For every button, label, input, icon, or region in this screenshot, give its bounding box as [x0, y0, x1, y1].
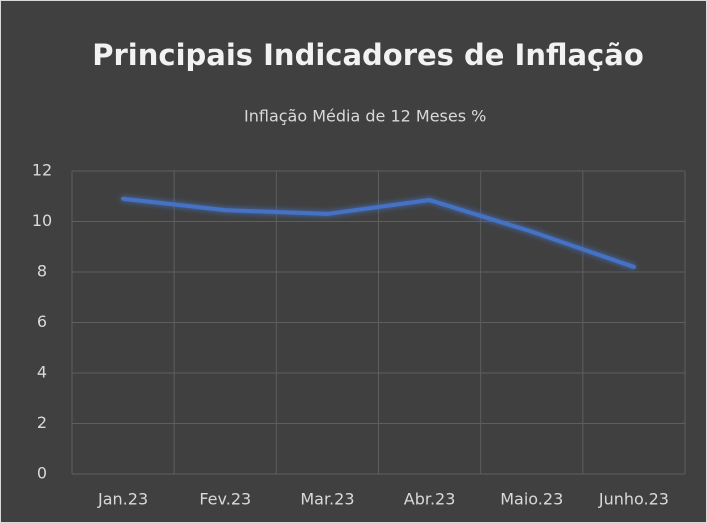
legend-label: Inflação Média de 12 Meses % — [244, 107, 486, 126]
y-tick-label: 6 — [37, 312, 47, 331]
y-tick-label: 2 — [37, 413, 47, 432]
y-tick-label: 12 — [32, 161, 52, 180]
y-tick-label: 10 — [32, 211, 52, 230]
x-tick-label: Mar.23 — [300, 490, 354, 509]
x-tick-label: Maio.23 — [500, 490, 563, 509]
x-tick-label: Abr.23 — [404, 490, 456, 509]
y-tick-label: 4 — [37, 363, 47, 382]
x-tick-label: Jan.23 — [97, 490, 148, 509]
x-tick-label: Fev.23 — [199, 490, 251, 509]
data-line — [121, 196, 636, 269]
chart-title: Principais Indicadores de Inflação — [92, 38, 644, 72]
y-tick-label: 8 — [37, 262, 47, 281]
x-tick-label: Junho.23 — [598, 490, 669, 509]
y-tick-label: 0 — [37, 464, 47, 483]
